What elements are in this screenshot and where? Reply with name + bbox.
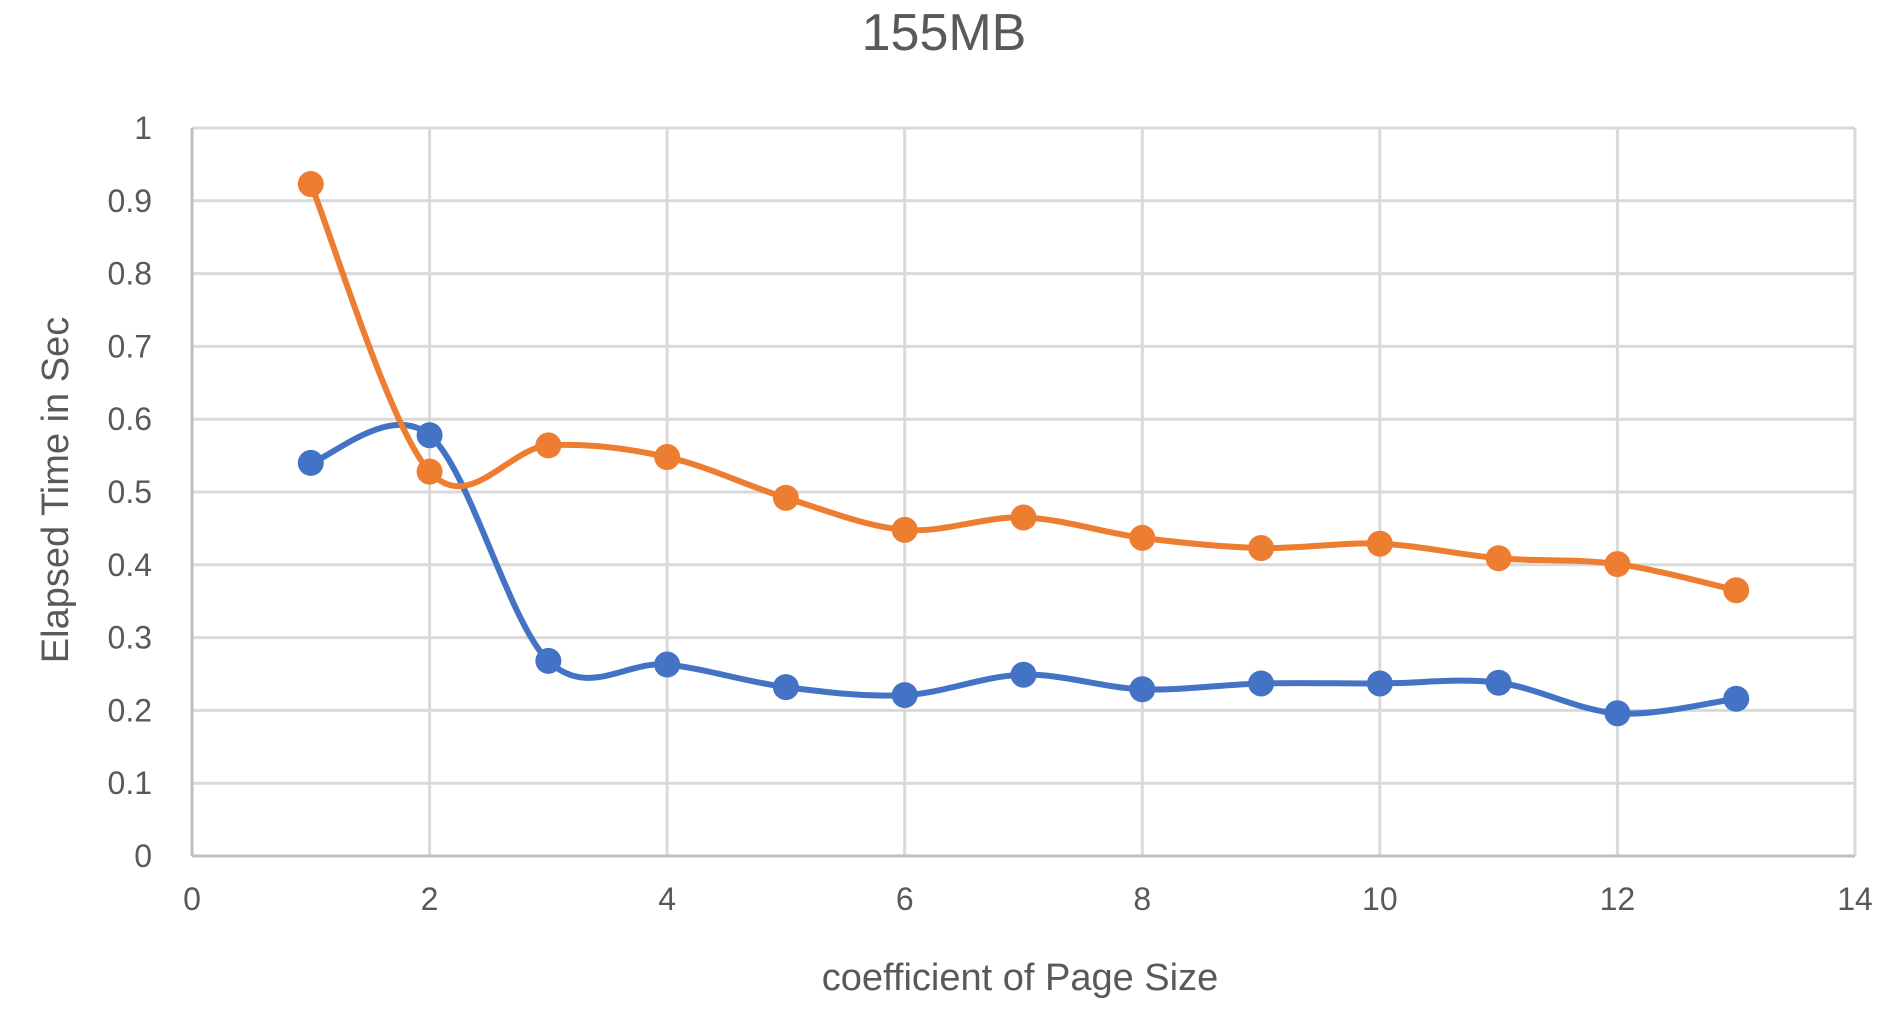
data-point [1604, 700, 1631, 727]
x-tick-label: 6 [896, 881, 914, 917]
y-tick-label: 0.9 [108, 183, 152, 219]
x-tick-label: 0 [183, 881, 201, 917]
y-tick-label: 0.2 [108, 692, 152, 728]
data-point [535, 647, 562, 674]
data-point [891, 682, 918, 709]
x-tick-label: 14 [1837, 881, 1873, 917]
y-tick-label: 1 [134, 110, 152, 146]
data-point [772, 674, 799, 701]
series-1 [297, 421, 1750, 727]
data-point [416, 422, 443, 449]
x-tick-label: 8 [1133, 881, 1151, 917]
data-point [1604, 551, 1631, 578]
series-group [297, 171, 1750, 727]
data-point [1485, 669, 1512, 696]
data-point [535, 432, 562, 459]
data-point [1485, 545, 1512, 572]
data-point [416, 458, 443, 485]
data-point [891, 516, 918, 543]
data-point [1366, 530, 1393, 557]
data-point [1129, 524, 1156, 551]
data-point [297, 449, 324, 476]
data-point [1723, 577, 1750, 604]
data-point [1248, 535, 1275, 562]
data-point [1248, 670, 1275, 697]
data-point [772, 484, 799, 511]
data-point [297, 171, 324, 198]
axes [190, 128, 1855, 858]
data-point [654, 651, 681, 678]
x-axis-label: coefficient of Page Size [822, 957, 1218, 999]
data-point [1723, 685, 1750, 712]
y-tick-label: 0.1 [108, 765, 152, 801]
data-point [1366, 670, 1393, 697]
grid [192, 126, 1857, 856]
data-point [654, 444, 681, 471]
y-tick-label: 0.3 [108, 620, 152, 656]
x-tick-label: 10 [1362, 881, 1398, 917]
y-tick-label: 0.6 [108, 401, 152, 437]
tick-labels: 00.10.20.30.40.50.60.70.80.910 2 4 6 8 10 12 14 [108, 110, 1873, 917]
y-axis-label: Elapsed Time in Sec [35, 317, 77, 663]
series-2 [297, 171, 1750, 604]
x-tick-label: 12 [1600, 881, 1636, 917]
data-point [1010, 504, 1037, 531]
y-tick-label: 0 [134, 838, 152, 874]
chart-title: 155MB [862, 4, 1027, 62]
data-point [1129, 676, 1156, 703]
y-tick-label: 0.7 [108, 328, 152, 364]
data-point [1010, 661, 1037, 688]
x-tick-label: 2 [421, 881, 439, 917]
y-tick-label: 0.8 [108, 256, 152, 292]
y-tick-label: 0.5 [108, 474, 152, 510]
x-tick-label: 4 [658, 881, 676, 917]
y-tick-label: 0.4 [108, 547, 152, 583]
